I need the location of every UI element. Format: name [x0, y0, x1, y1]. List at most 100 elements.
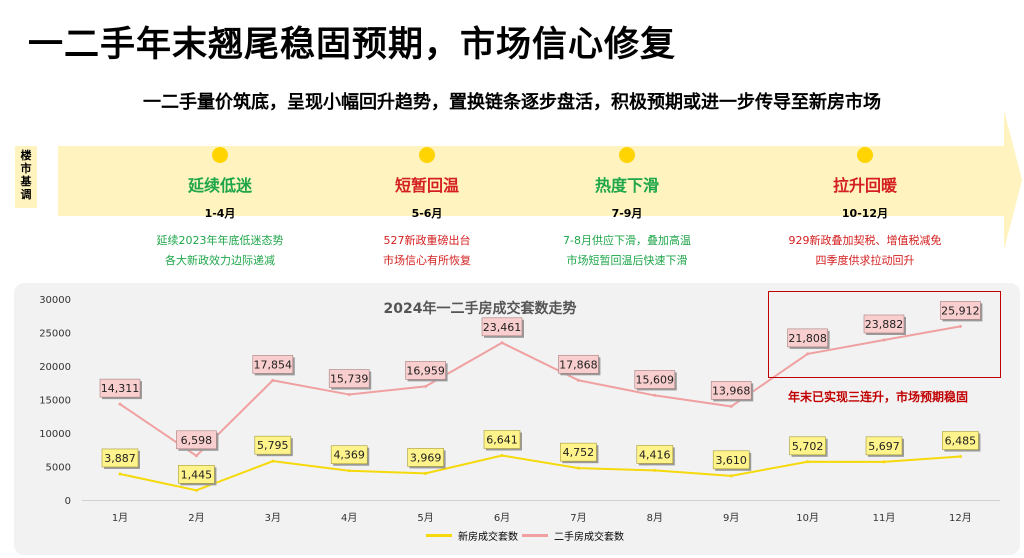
side-label-char: 基	[20, 175, 32, 188]
data-label: 23,882	[865, 318, 904, 331]
phase-desc-line: 市场信心有所恢复	[383, 254, 471, 267]
legend-swatch	[522, 534, 548, 537]
y-tick-label: 5000	[46, 463, 71, 474]
side-label-char: 市	[20, 162, 32, 175]
chart-title: 2024年一二手房成交套数走势	[383, 301, 577, 317]
market-tone-label: 楼 市 基 调	[15, 146, 37, 208]
legend-label: 二手房成交套数	[554, 532, 624, 543]
phase-desc-line: 四季度供求拉动回升	[815, 254, 915, 267]
data-label: 13,968	[712, 384, 751, 397]
data-label-box	[254, 435, 292, 455]
data-label: 17,854	[254, 358, 293, 371]
data-point	[806, 460, 810, 464]
data-label: 3,887	[104, 452, 136, 465]
data-label: 15,739	[330, 373, 369, 386]
data-label-box	[942, 431, 979, 450]
data-label: 6,641	[486, 434, 518, 447]
data-point	[271, 459, 275, 463]
x-tick-label: 4月	[341, 512, 357, 524]
data-point	[118, 472, 122, 476]
phase-desc-line: 各大新政效力边际递减	[165, 254, 275, 267]
data-label-box	[407, 448, 444, 467]
phase-desc-line: 延续2023年年底低迷态势	[156, 234, 284, 247]
phase-desc-line: 527新政重磅出台	[383, 234, 471, 247]
y-tick-label: 15000	[39, 396, 71, 407]
data-label-box	[712, 450, 750, 470]
series-line	[119, 454, 961, 492]
annotation-text: 年末已实现三连升，市场预期稳固	[788, 390, 969, 404]
y-tick-label: 10000	[39, 429, 71, 440]
data-point	[653, 468, 657, 472]
data-label-box	[252, 355, 294, 374]
data-point	[576, 466, 580, 470]
phase-months: 1-4月	[204, 207, 236, 220]
data-point	[347, 469, 351, 473]
data-label: 17,868	[559, 358, 598, 371]
y-tick-label: 30000	[39, 295, 71, 306]
data-point	[729, 404, 733, 408]
phase-marker-icon	[857, 147, 873, 163]
data-label-box	[330, 445, 368, 465]
data-label: 21,808	[788, 332, 827, 345]
y-tick-label: 25000	[39, 329, 71, 340]
data-point	[958, 455, 962, 459]
x-tick-label: 9月	[723, 512, 739, 524]
data-label-box	[636, 445, 674, 464]
phase-4: 拉升回暖 10-12月 929新政叠加契税、增值税减免 四季度供求拉动回升	[745, 147, 985, 271]
x-tick-label: 5月	[417, 512, 433, 524]
data-label-box	[483, 430, 521, 449]
x-tick-label: 6月	[494, 512, 510, 524]
phase-name: 热度下滑	[594, 176, 659, 195]
phase-name: 延续低迷	[187, 176, 252, 195]
side-label-char: 调	[20, 188, 32, 201]
data-label-box	[560, 442, 597, 462]
data-label: 15,609	[636, 373, 675, 386]
data-label-box	[865, 436, 903, 456]
data-point	[194, 454, 198, 458]
data-point	[194, 488, 198, 492]
data-label-box	[176, 430, 217, 450]
phase-name: 拉升回暖	[832, 176, 897, 195]
phase-desc-line: 市场短暂回温后快速下滑	[566, 254, 688, 267]
data-point	[500, 454, 504, 458]
data-label: 4,752	[563, 446, 595, 459]
phase-description: 延续2023年年底低迷态势 各大新政效力边际递减	[100, 231, 340, 271]
phase-desc-line: 929新政叠加契税、增值税减免	[788, 234, 942, 247]
data-label: 6,485	[945, 435, 977, 448]
data-label: 14,311	[101, 382, 140, 395]
phase-description: 929新政叠加契税、增值税减免 四季度供求拉动回升	[745, 231, 985, 271]
data-point	[806, 352, 810, 356]
data-label: 3,610	[715, 454, 747, 467]
data-label-box	[178, 465, 215, 484]
data-label: 1,445	[181, 468, 213, 481]
x-tick-label: 1月	[112, 512, 128, 524]
phase-months: 10-12月	[841, 207, 889, 220]
data-label-box	[710, 381, 752, 400]
data-label: 25,912	[941, 304, 980, 317]
data-point	[424, 384, 428, 388]
data-point	[729, 474, 733, 478]
data-label-box	[328, 369, 370, 388]
data-point	[500, 341, 504, 345]
legend-swatch	[426, 534, 452, 537]
data-label-box	[634, 370, 676, 389]
data-point	[958, 324, 962, 328]
data-label: 4,369	[333, 449, 365, 462]
data-label-box	[940, 301, 981, 320]
x-tick-label: 3月	[265, 512, 281, 524]
legend-second-hand: 二手房成交套数	[522, 528, 624, 543]
data-label: 3,969	[410, 451, 442, 464]
x-tick-label: 10月	[796, 512, 819, 524]
data-label: 5,702	[792, 440, 824, 453]
page-title: 一二手年末翘尾稳固预期，市场信心修复	[28, 25, 677, 65]
x-tick-label: 8月	[647, 512, 663, 524]
x-tick-label: 12月	[949, 512, 972, 524]
data-point	[576, 378, 580, 382]
data-point	[882, 460, 886, 464]
data-label-box	[481, 317, 523, 337]
data-point	[347, 393, 351, 397]
x-tick-label: 2月	[188, 512, 204, 524]
y-tick-label: 0	[65, 496, 71, 507]
data-label: 5,795	[257, 439, 289, 452]
